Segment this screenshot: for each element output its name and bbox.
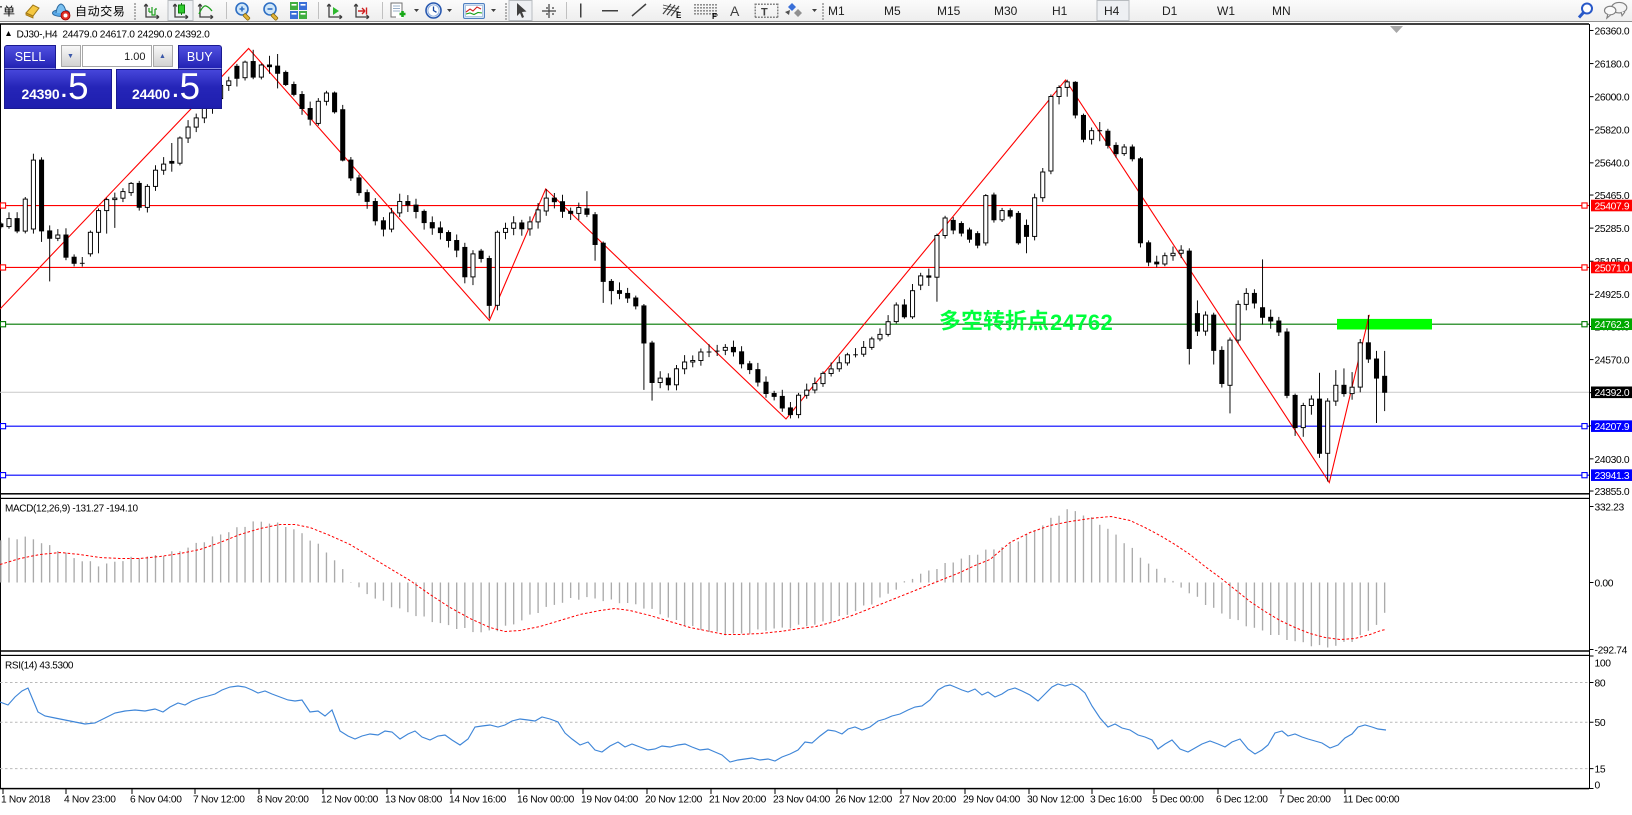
svg-text:80: 80 — [1595, 678, 1606, 689]
svg-text:DJ30-,H4 24479.0 24617.0 2429: DJ30-,H4 24479.0 24617.0 24290.0 24392.0 — [17, 30, 211, 41]
svg-text:23855.0: 23855.0 — [1595, 487, 1630, 498]
svg-text:16 Nov 00:00: 16 Nov 00:00 — [517, 795, 575, 806]
svg-text:26 Nov 12:00: 26 Nov 12:00 — [835, 795, 893, 806]
svg-text:6 Nov 04:00: 6 Nov 04:00 — [130, 795, 182, 806]
svg-text:24030.0: 24030.0 — [1595, 455, 1630, 466]
svg-text:26000.0: 26000.0 — [1595, 93, 1630, 104]
svg-text:RSI(14) 43.5300: RSI(14) 43.5300 — [5, 661, 74, 672]
svg-text:E: E — [676, 11, 682, 20]
svg-text:8 Nov 20:00: 8 Nov 20:00 — [257, 795, 309, 806]
svg-text:H1: H1 — [1052, 4, 1068, 18]
svg-text:F: F — [712, 12, 717, 21]
svg-text:23941.3: 23941.3 — [1595, 471, 1630, 482]
svg-text:0: 0 — [1595, 780, 1601, 791]
svg-text:24392.0: 24392.0 — [1595, 388, 1630, 399]
svg-text:3 Dec 16:00: 3 Dec 16:00 — [1090, 795, 1142, 806]
svg-text:21 Nov 20:00: 21 Nov 20:00 — [709, 795, 767, 806]
svg-text:M1: M1 — [828, 4, 845, 18]
svg-text:0.00: 0.00 — [1595, 578, 1614, 589]
svg-text:W1: W1 — [1217, 4, 1235, 18]
svg-text:20 Nov 12:00: 20 Nov 12:00 — [645, 795, 703, 806]
svg-text:1 Nov 2018: 1 Nov 2018 — [1, 795, 51, 806]
svg-text:MACD(12,26,9) -131.27 -194.10: MACD(12,26,9) -131.27 -194.10 — [5, 504, 138, 515]
svg-text:25285.0: 25285.0 — [1595, 224, 1630, 235]
svg-text:24570.0: 24570.0 — [1595, 355, 1630, 366]
svg-text:25640.0: 25640.0 — [1595, 159, 1630, 170]
svg-text:29 Nov 04:00: 29 Nov 04:00 — [963, 795, 1021, 806]
svg-text:D1: D1 — [1162, 4, 1178, 18]
svg-text:50: 50 — [1595, 718, 1606, 729]
svg-text:24925.0: 24925.0 — [1595, 290, 1630, 301]
svg-text:25820.0: 25820.0 — [1595, 126, 1630, 137]
svg-text:H4: H4 — [1104, 4, 1120, 18]
svg-text:25407.9: 25407.9 — [1595, 201, 1630, 212]
svg-text:30 Nov 12:00: 30 Nov 12:00 — [1027, 795, 1085, 806]
svg-text:27 Nov 20:00: 27 Nov 20:00 — [899, 795, 957, 806]
svg-text:M5: M5 — [884, 4, 901, 18]
svg-text:26360.0: 26360.0 — [1595, 26, 1630, 37]
svg-text:7 Dec 20:00: 7 Dec 20:00 — [1279, 795, 1331, 806]
svg-text:12 Nov 00:00: 12 Nov 00:00 — [321, 795, 379, 806]
svg-text:-292.74: -292.74 — [1595, 645, 1628, 656]
svg-text:6 Dec 12:00: 6 Dec 12:00 — [1216, 795, 1268, 806]
svg-text:A: A — [730, 3, 740, 19]
svg-text:MN: MN — [1272, 4, 1291, 18]
svg-text:14 Nov 16:00: 14 Nov 16:00 — [449, 795, 507, 806]
svg-text:7 Nov 12:00: 7 Nov 12:00 — [193, 795, 245, 806]
svg-text:100: 100 — [1595, 658, 1612, 669]
svg-text:24207.9: 24207.9 — [1595, 422, 1630, 433]
svg-text:15: 15 — [1595, 765, 1606, 776]
svg-text:T: T — [761, 7, 768, 19]
svg-text:M15: M15 — [937, 4, 961, 18]
svg-text:24762.3: 24762.3 — [1595, 320, 1630, 331]
svg-text:4 Nov 23:00: 4 Nov 23:00 — [64, 795, 116, 806]
svg-text:19 Nov 04:00: 19 Nov 04:00 — [581, 795, 639, 806]
svg-text:13 Nov 08:00: 13 Nov 08:00 — [385, 795, 443, 806]
svg-text:332.23: 332.23 — [1595, 502, 1625, 513]
svg-text:25071.0: 25071.0 — [1595, 263, 1630, 274]
svg-text:5 Dec 00:00: 5 Dec 00:00 — [1152, 795, 1204, 806]
svg-text:25465.0: 25465.0 — [1595, 191, 1630, 202]
svg-text:26180.0: 26180.0 — [1595, 59, 1630, 70]
svg-text:23 Nov 04:00: 23 Nov 04:00 — [773, 795, 831, 806]
svg-text:11 Dec 00:00: 11 Dec 00:00 — [1343, 795, 1400, 806]
svg-text:M30: M30 — [994, 4, 1018, 18]
svg-text:24762: 24762 — [1050, 310, 1113, 335]
